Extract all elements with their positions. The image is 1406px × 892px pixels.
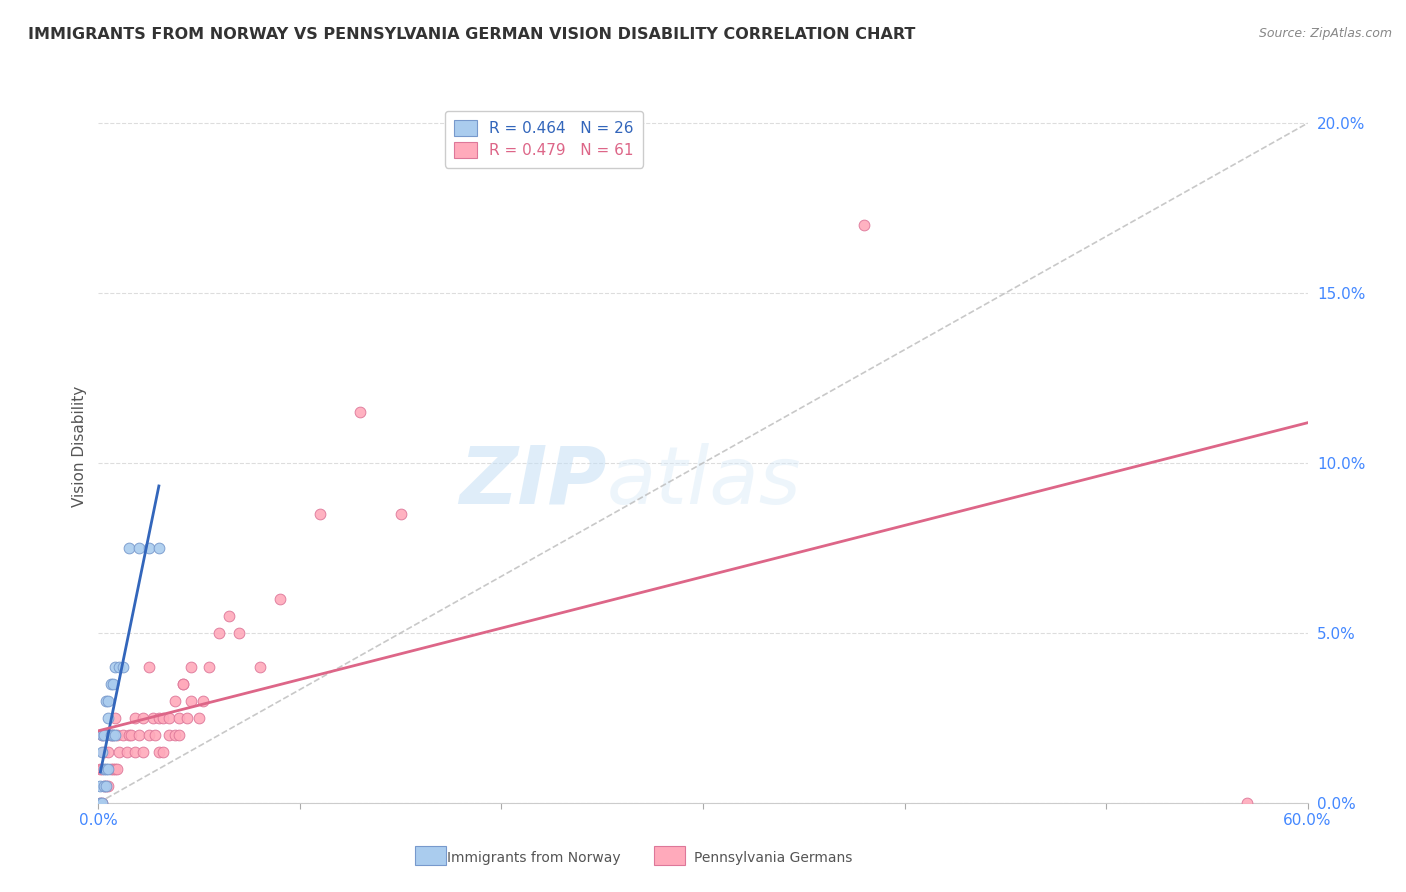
Point — [93, 745, 115, 759]
Point — [89, 762, 111, 776]
Point — [101, 728, 124, 742]
Point — [128, 541, 150, 555]
Point — [100, 728, 122, 742]
Point — [163, 694, 186, 708]
Point — [148, 541, 170, 555]
Point — [111, 660, 134, 674]
Point — [389, 507, 412, 521]
Text: Source: ZipAtlas.com: Source: ZipAtlas.com — [1258, 27, 1392, 40]
Point — [309, 507, 332, 521]
Point — [138, 660, 160, 674]
Point — [97, 711, 120, 725]
Point — [105, 762, 128, 776]
Point — [93, 779, 115, 793]
Point — [101, 728, 124, 742]
Point — [172, 677, 194, 691]
Point — [91, 728, 114, 742]
Point — [96, 779, 118, 793]
Point — [228, 626, 250, 640]
Point — [132, 745, 155, 759]
Point — [208, 626, 231, 640]
Point — [180, 660, 202, 674]
Point — [138, 541, 160, 555]
Point — [91, 796, 114, 810]
Point — [89, 779, 111, 793]
Point — [124, 745, 146, 759]
Point — [115, 745, 138, 759]
Point — [107, 745, 129, 759]
Point — [188, 711, 211, 725]
Point — [180, 694, 202, 708]
Point — [101, 677, 124, 691]
Text: ZIP: ZIP — [458, 442, 606, 521]
Legend: R = 0.464   N = 26, R = 0.479   N = 61: R = 0.464 N = 26, R = 0.479 N = 61 — [444, 112, 643, 168]
Point — [193, 694, 215, 708]
Point — [96, 694, 118, 708]
Point — [148, 745, 170, 759]
Point — [93, 779, 115, 793]
Point — [107, 660, 129, 674]
Point — [97, 745, 120, 759]
Point — [111, 728, 134, 742]
Point — [269, 591, 291, 606]
Point — [96, 779, 118, 793]
Point — [97, 694, 120, 708]
Point — [176, 711, 198, 725]
Point — [172, 677, 194, 691]
Point — [100, 762, 122, 776]
Point — [96, 762, 118, 776]
Point — [163, 728, 186, 742]
Point — [1236, 796, 1258, 810]
Point — [249, 660, 271, 674]
Text: Immigrants from Norway: Immigrants from Norway — [447, 851, 621, 865]
Point — [101, 762, 124, 776]
Y-axis label: Vision Disability: Vision Disability — [72, 385, 87, 507]
Point — [105, 728, 128, 742]
Point — [93, 728, 115, 742]
Point — [157, 711, 180, 725]
Point — [96, 728, 118, 742]
Point — [167, 728, 190, 742]
Point — [103, 762, 125, 776]
Point — [103, 660, 125, 674]
Point — [103, 711, 125, 725]
Point — [91, 762, 114, 776]
Point — [97, 762, 120, 776]
Point — [91, 728, 114, 742]
Point — [93, 762, 115, 776]
Point — [118, 541, 141, 555]
Point — [152, 745, 174, 759]
Point — [97, 779, 120, 793]
Point — [89, 796, 111, 810]
Point — [128, 728, 150, 742]
Point — [198, 660, 221, 674]
Point — [124, 711, 146, 725]
Point — [103, 728, 125, 742]
Point — [118, 728, 141, 742]
Text: Pennsylvania Germans: Pennsylvania Germans — [695, 851, 852, 865]
Point — [218, 608, 240, 623]
Point — [91, 745, 114, 759]
Point — [157, 728, 180, 742]
Point — [100, 728, 122, 742]
Point — [148, 711, 170, 725]
Point — [120, 728, 142, 742]
Point — [100, 677, 122, 691]
Point — [853, 218, 876, 232]
Point — [167, 711, 190, 725]
Point — [143, 728, 166, 742]
Point — [142, 711, 165, 725]
Text: atlas: atlas — [606, 442, 801, 521]
Point — [152, 711, 174, 725]
Point — [349, 405, 371, 419]
Point — [132, 711, 155, 725]
Text: IMMIGRANTS FROM NORWAY VS PENNSYLVANIA GERMAN VISION DISABILITY CORRELATION CHAR: IMMIGRANTS FROM NORWAY VS PENNSYLVANIA G… — [28, 27, 915, 42]
Point — [91, 796, 114, 810]
Point — [89, 796, 111, 810]
Point — [138, 728, 160, 742]
